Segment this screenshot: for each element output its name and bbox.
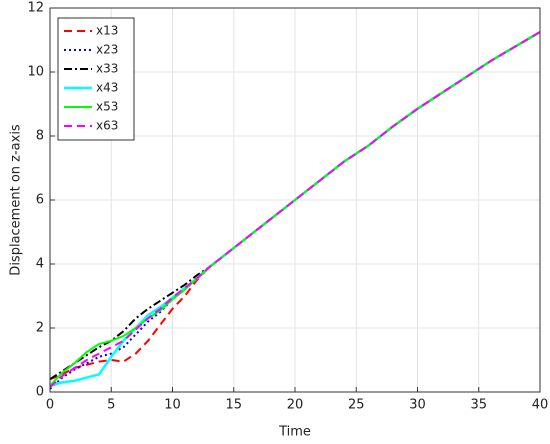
y-axis-label: Displacement on z-axis [9,124,24,276]
y-tick-label: 10 [27,65,44,80]
legend-label: x43 [96,81,118,95]
x-tick-label: 40 [532,398,549,413]
legend-box [57,17,135,141]
y-tick-label: 2 [36,321,44,336]
line [49,31,541,390]
line [49,31,541,388]
x-tick-label: 20 [287,398,304,413]
legend-label: x63 [96,119,118,133]
x-tick-label: 5 [107,398,115,413]
x-tick-label: 25 [348,398,365,413]
x-tick-label: 10 [164,398,181,413]
legend-label: x13 [96,24,118,38]
plot-frame [49,7,541,393]
y-tick-label: 12 [27,1,44,16]
y-tick-label: 0 [36,385,44,400]
x-tick-label: 0 [46,398,54,413]
y-tick-label: 8 [36,129,44,144]
legend: x13 x23 x33 x43 x53 x63 [57,17,135,141]
legend-label: x53 [96,100,118,114]
x-tick-label: 15 [225,398,242,413]
legend-label: x33 [96,62,118,76]
x-tick-label: 35 [470,398,487,413]
y-tick-label: 6 [36,193,44,208]
y-tick-label: 4 [36,257,44,272]
x-tick-label: 30 [409,398,426,413]
x-axis-label: Time [278,425,311,440]
legend-label: x23 [96,43,118,57]
